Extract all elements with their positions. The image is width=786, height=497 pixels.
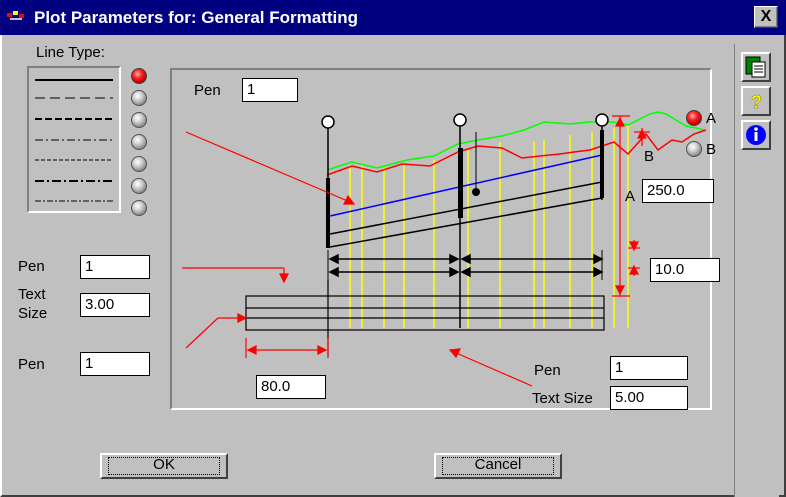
ok-button[interactable]: OK — [100, 453, 228, 479]
left-pen2-input[interactable]: 1 — [80, 352, 150, 376]
ok-button-focus — [108, 457, 220, 475]
line-type-label: Line Type: — [36, 44, 105, 61]
canvas-pen-input[interactable]: 1 — [242, 78, 298, 102]
svg-text:?: ? — [751, 92, 762, 112]
line-type-radio-3[interactable] — [131, 112, 147, 128]
help-question-icon: ? — [751, 92, 763, 113]
cancel-button-label: Cancel — [474, 456, 522, 473]
bottom-text-size-label: Text Size — [532, 390, 593, 407]
red-profile — [326, 129, 707, 176]
b-dimension-label: B — [644, 148, 655, 165]
line-type-preview — [27, 66, 121, 213]
bottom-text-size-input[interactable]: 5.00 — [610, 386, 688, 410]
line-type-radio-1[interactable] — [131, 68, 147, 84]
right-toolbar: ? — [734, 44, 779, 497]
a-dimension-input[interactable]: 250.0 — [642, 179, 714, 203]
bottom-pen-label: Pen — [534, 362, 561, 379]
text-size-label-line2: Size — [18, 305, 48, 322]
station-lines — [349, 125, 629, 328]
line-type-radio-2[interactable] — [131, 90, 147, 106]
line-type-radio-4[interactable] — [131, 134, 147, 150]
radio-b-label: B — [706, 141, 717, 158]
profile-diagram — [182, 111, 707, 387]
line-type-samples — [35, 79, 113, 202]
left-pen-input[interactable]: 1 — [80, 255, 150, 279]
offset-input[interactable]: 80.0 — [256, 375, 326, 399]
green-profile — [326, 111, 705, 171]
radio-a-label: A — [706, 110, 717, 127]
window-title: Plot Parameters for: General Formatting — [34, 8, 359, 27]
cancel-button[interactable]: Cancel — [434, 453, 562, 479]
title-bar: Plot Parameters for: General Formatting … — [0, 0, 786, 35]
app-icon — [7, 11, 24, 20]
spacing-input[interactable]: 10.0 — [650, 258, 720, 282]
text-size-input[interactable]: 3.00 — [80, 293, 150, 317]
spreadsheet-button[interactable] — [741, 52, 771, 82]
text-size-label-line1: Text — [18, 286, 46, 303]
cancel-button-focus — [442, 457, 554, 475]
spreadsheet-icon — [745, 56, 766, 78]
info-icon — [746, 125, 766, 145]
red-pointer-arrows — [182, 115, 650, 387]
profile-preview-panel: Pen 1 B A 250.0 10.0 80.0 Pen 1 Text Siz… — [170, 68, 720, 410]
close-button[interactable]: X — [754, 6, 778, 28]
left-pen-label: Pen — [18, 258, 45, 275]
line-type-radio-6[interactable] — [131, 178, 147, 194]
radio-b[interactable] — [686, 141, 702, 157]
ok-button-label: OK — [153, 456, 175, 473]
line-type-radio-7[interactable] — [131, 200, 147, 216]
help-button[interactable]: ? — [741, 86, 771, 116]
line-type-radio-5[interactable] — [131, 156, 147, 172]
a-dimension-label: A — [625, 188, 636, 205]
band-table — [245, 280, 605, 356]
info-button[interactable] — [741, 120, 771, 150]
bottom-pen-input[interactable]: 1 — [610, 356, 688, 380]
left-pen2-label: Pen — [18, 356, 45, 373]
blue-profile — [329, 154, 603, 217]
radio-a[interactable] — [686, 110, 702, 126]
canvas-pen-label: Pen — [194, 82, 221, 99]
